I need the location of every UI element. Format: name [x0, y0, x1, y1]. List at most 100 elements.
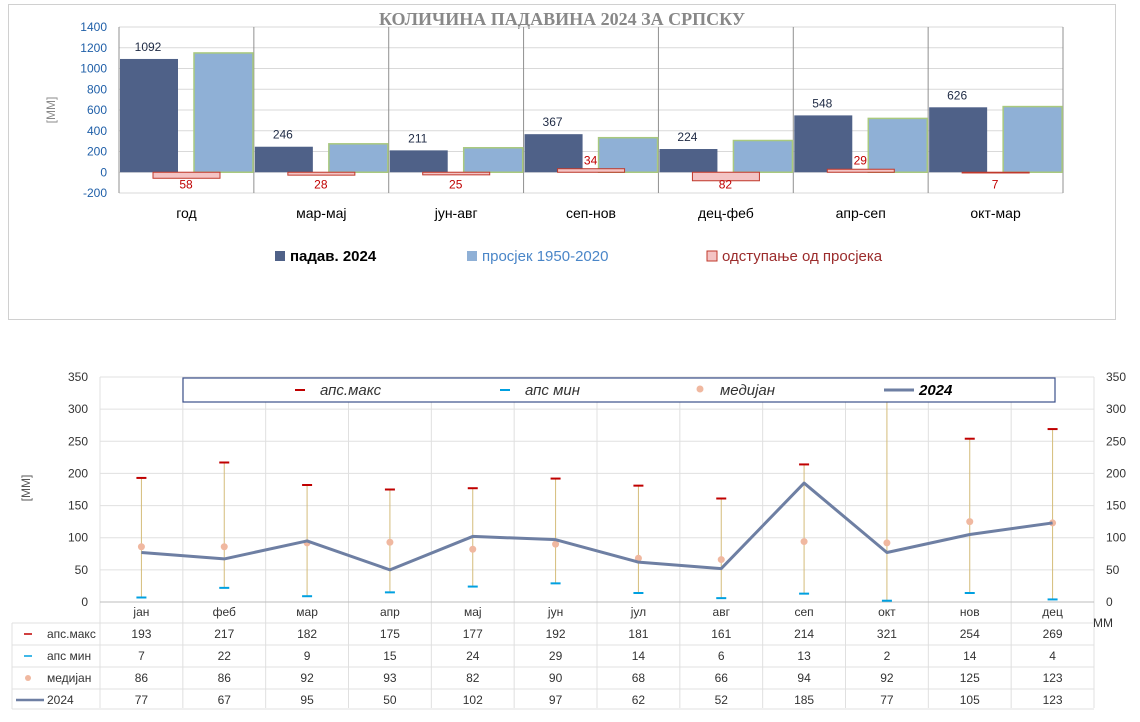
median-point [883, 539, 891, 547]
table-cell: 95 [300, 693, 314, 707]
y-tick-label-right: 300 [1106, 402, 1126, 416]
table-row-label: апс мин [47, 649, 91, 663]
median-point [800, 538, 808, 546]
bar-deviation-label: 29 [854, 153, 868, 167]
table-cell: 67 [218, 693, 232, 707]
y-tick-label-right: 100 [1106, 531, 1126, 545]
y-tick-label-left: 100 [68, 531, 88, 545]
y-tick-label-right: 350 [1106, 370, 1126, 384]
bar-precip-2024-label: 211 [408, 131, 427, 145]
y-tick-label-left: 50 [75, 563, 89, 577]
table-cell: 269 [1043, 627, 1063, 641]
y-tick-label: 1400 [80, 20, 107, 34]
y-tick-label-right: 250 [1106, 434, 1126, 448]
monthly-precipitation-chart: 350 350 300 300 250 250 200 200 150 150 100 100 50 50… [0, 368, 1140, 717]
x-category-label: сеп [794, 605, 813, 619]
legend-label: медијан [720, 382, 775, 399]
y-tick-label-left: 350 [68, 370, 88, 384]
table-cell: 94 [797, 671, 811, 685]
x-category-label: год [176, 205, 196, 221]
y-tick-label-right: 50 [1106, 563, 1120, 577]
bar-average [328, 143, 389, 173]
x-category-label: јан [132, 605, 149, 619]
x-category-label: апр-сеп [836, 205, 886, 221]
table-cell: 13 [797, 649, 811, 663]
bar-deviation [557, 168, 626, 173]
bar-precip-2024-label: 626 [947, 88, 967, 102]
table-cell: 214 [794, 627, 814, 641]
table-cell: 6 [718, 649, 725, 663]
table-cell: 50 [383, 693, 397, 707]
y-tick-label-left: 200 [68, 466, 88, 480]
y-tick-label-left: 150 [68, 499, 88, 513]
y-tick-label: 200 [87, 145, 107, 159]
table-cell: 181 [628, 627, 648, 641]
table-cell: 77 [880, 693, 894, 707]
table-cell: 2 [884, 649, 891, 663]
bar-deviation [287, 171, 356, 176]
table-cell: 29 [549, 649, 563, 663]
y-tick-label: 1000 [80, 62, 107, 76]
table-cell: 22 [218, 649, 232, 663]
bar-precip-2024-label: 548 [812, 96, 832, 110]
table-cell: 86 [135, 671, 149, 685]
x-category-label: мар-мај [296, 205, 346, 221]
table-cell: 14 [632, 649, 646, 663]
legend-label: апс мин [525, 382, 580, 399]
bar-precip-2024-label: 1092 [135, 40, 162, 54]
legend-label: 2024 [918, 382, 953, 399]
x-category-label: дец [1042, 605, 1063, 619]
y-axis-label: [MM] [19, 475, 33, 502]
bar-deviation [691, 171, 760, 182]
bar-precip-2024 [254, 146, 313, 173]
legend-swatch [467, 251, 477, 261]
bar-deviation-label: 25 [449, 177, 463, 191]
table-cell: 66 [715, 671, 729, 685]
legend-label: падав. 2024 [290, 248, 377, 265]
table-cell: 77 [135, 693, 149, 707]
bar-deviation-label: 28 [314, 177, 328, 191]
x-category-label: окт-мар [970, 205, 1021, 221]
y-tick-label-left: 250 [68, 434, 88, 448]
y-tick-label-left: 0 [81, 595, 88, 609]
table-cell: 15 [383, 649, 397, 663]
table-cell: 52 [715, 693, 729, 707]
bar-deviation-label: 82 [719, 177, 733, 191]
table-cell: 177 [463, 627, 483, 641]
bar-average [597, 136, 659, 173]
table-cell: 9 [304, 649, 311, 663]
y-tick-label-right: 150 [1106, 499, 1126, 513]
table-cell: 321 [877, 627, 897, 641]
x-category-label: мај [464, 605, 482, 619]
table-cell: 14 [963, 649, 977, 663]
table-cell: 82 [466, 671, 480, 685]
y-tick-label: 400 [87, 124, 107, 138]
x-category-label: апр [380, 605, 400, 619]
median-point [469, 545, 477, 553]
table-row-label: медијан [47, 671, 91, 685]
legend-label: апс.макс [320, 382, 382, 399]
bar-deviation [826, 168, 895, 173]
bar-precip-2024-label: 367 [543, 115, 563, 129]
y-tick-label: 600 [87, 103, 107, 117]
table-cell: 185 [794, 693, 814, 707]
legend-swatch [275, 251, 285, 261]
x-category-label: јун-авг [434, 205, 478, 221]
bar-precip-2024-label: 246 [273, 128, 293, 142]
y-tick-label: 0 [100, 165, 107, 179]
y-tick-label: 1200 [80, 41, 107, 55]
bar-deviation-label: 7 [992, 177, 999, 191]
bar-precip-2024 [524, 134, 583, 173]
bar-average [732, 139, 794, 174]
median-point [220, 543, 228, 551]
bar-precip-2024 [929, 107, 988, 173]
table-cell: 123 [1043, 693, 1063, 707]
table-key-median [25, 675, 31, 681]
table-cell: 90 [549, 671, 563, 685]
x-category-label: авг [713, 605, 731, 619]
unit-label: MM [1093, 616, 1113, 630]
table-cell: 175 [380, 627, 400, 641]
table-cell: 123 [1043, 671, 1063, 685]
table-cell: 192 [546, 627, 566, 641]
